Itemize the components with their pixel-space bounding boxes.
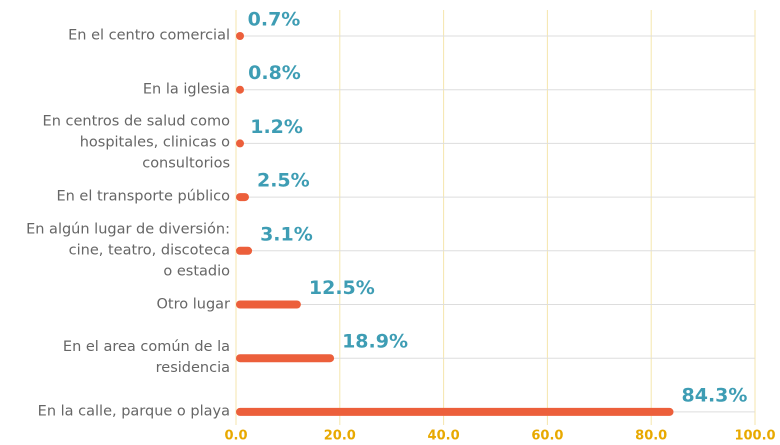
value-label: 2.5% [257,170,310,192]
x-tick-label: 0.0 [224,429,247,444]
category-label: Otro lugar [156,296,231,312]
category-label: En la calle, parque o playa [37,403,230,420]
value-label: 84.3% [682,384,748,406]
category-label: En el area común de la residencia [62,339,230,377]
x-tick-label: 60.0 [531,429,563,444]
value-label: 0.7% [248,9,301,31]
category-label: En la iglesia [142,81,230,98]
x-tick-label: 40.0 [428,429,460,444]
value-label: 12.5% [309,277,375,299]
category-label: En algún lugar de diversión: cine, teatr… [26,221,230,280]
category-label: En el centro comercial [68,27,230,44]
value-label: 18.9% [342,331,408,353]
x-tick-label: 100.0 [734,429,775,444]
category-label: En centros de salud como hospitales, cli… [42,113,230,172]
value-label: 0.8% [248,62,301,84]
value-label: 3.1% [260,223,313,245]
category-label: En el transporte público [56,188,230,205]
x-tick-label: 20.0 [324,429,356,444]
value-label: 1.2% [250,116,303,138]
x-tick-label: 80.0 [635,429,667,444]
